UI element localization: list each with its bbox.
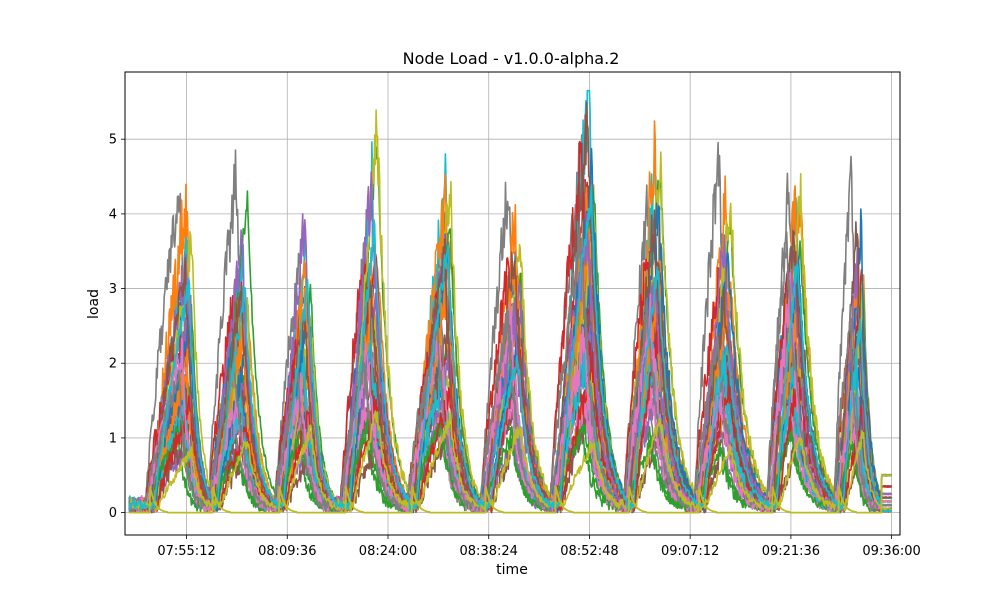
y-axis-label: load xyxy=(86,289,102,319)
chart-title: Node Load - v1.0.0-alpha.2 xyxy=(403,49,620,68)
x-tick-label: 09:21:36 xyxy=(762,544,820,559)
x-axis-label: time xyxy=(496,562,528,578)
y-axis: 0 1 2 3 4 5 xyxy=(109,133,125,521)
x-tick-label: 08:09:36 xyxy=(258,544,316,559)
y-tick-label: 2 xyxy=(109,357,117,372)
x-tick-label: 09:07:12 xyxy=(661,544,719,559)
x-tick-label: 09:36:00 xyxy=(862,544,920,559)
y-tick-label: 4 xyxy=(109,207,117,222)
x-axis: 07:55:12 08:09:36 08:24:00 08:38:24 08:52:48… xyxy=(157,535,921,559)
x-tick-label: 07:55:12 xyxy=(157,544,215,559)
series-line xyxy=(128,414,893,513)
baseline-series-line xyxy=(129,474,892,514)
y-tick-label: 1 xyxy=(109,431,117,446)
y-tick-label: 5 xyxy=(109,133,117,148)
series-line xyxy=(128,184,893,513)
x-tick-label: 08:38:24 xyxy=(460,544,518,559)
plot-area xyxy=(128,89,893,514)
y-tick-label: 0 xyxy=(109,506,117,521)
plot-frame xyxy=(124,71,901,536)
y-tick-label: 3 xyxy=(109,282,117,297)
x-tick-label: 08:52:48 xyxy=(560,544,618,559)
series-group xyxy=(128,89,893,514)
x-tick-label: 08:24:00 xyxy=(359,544,417,559)
